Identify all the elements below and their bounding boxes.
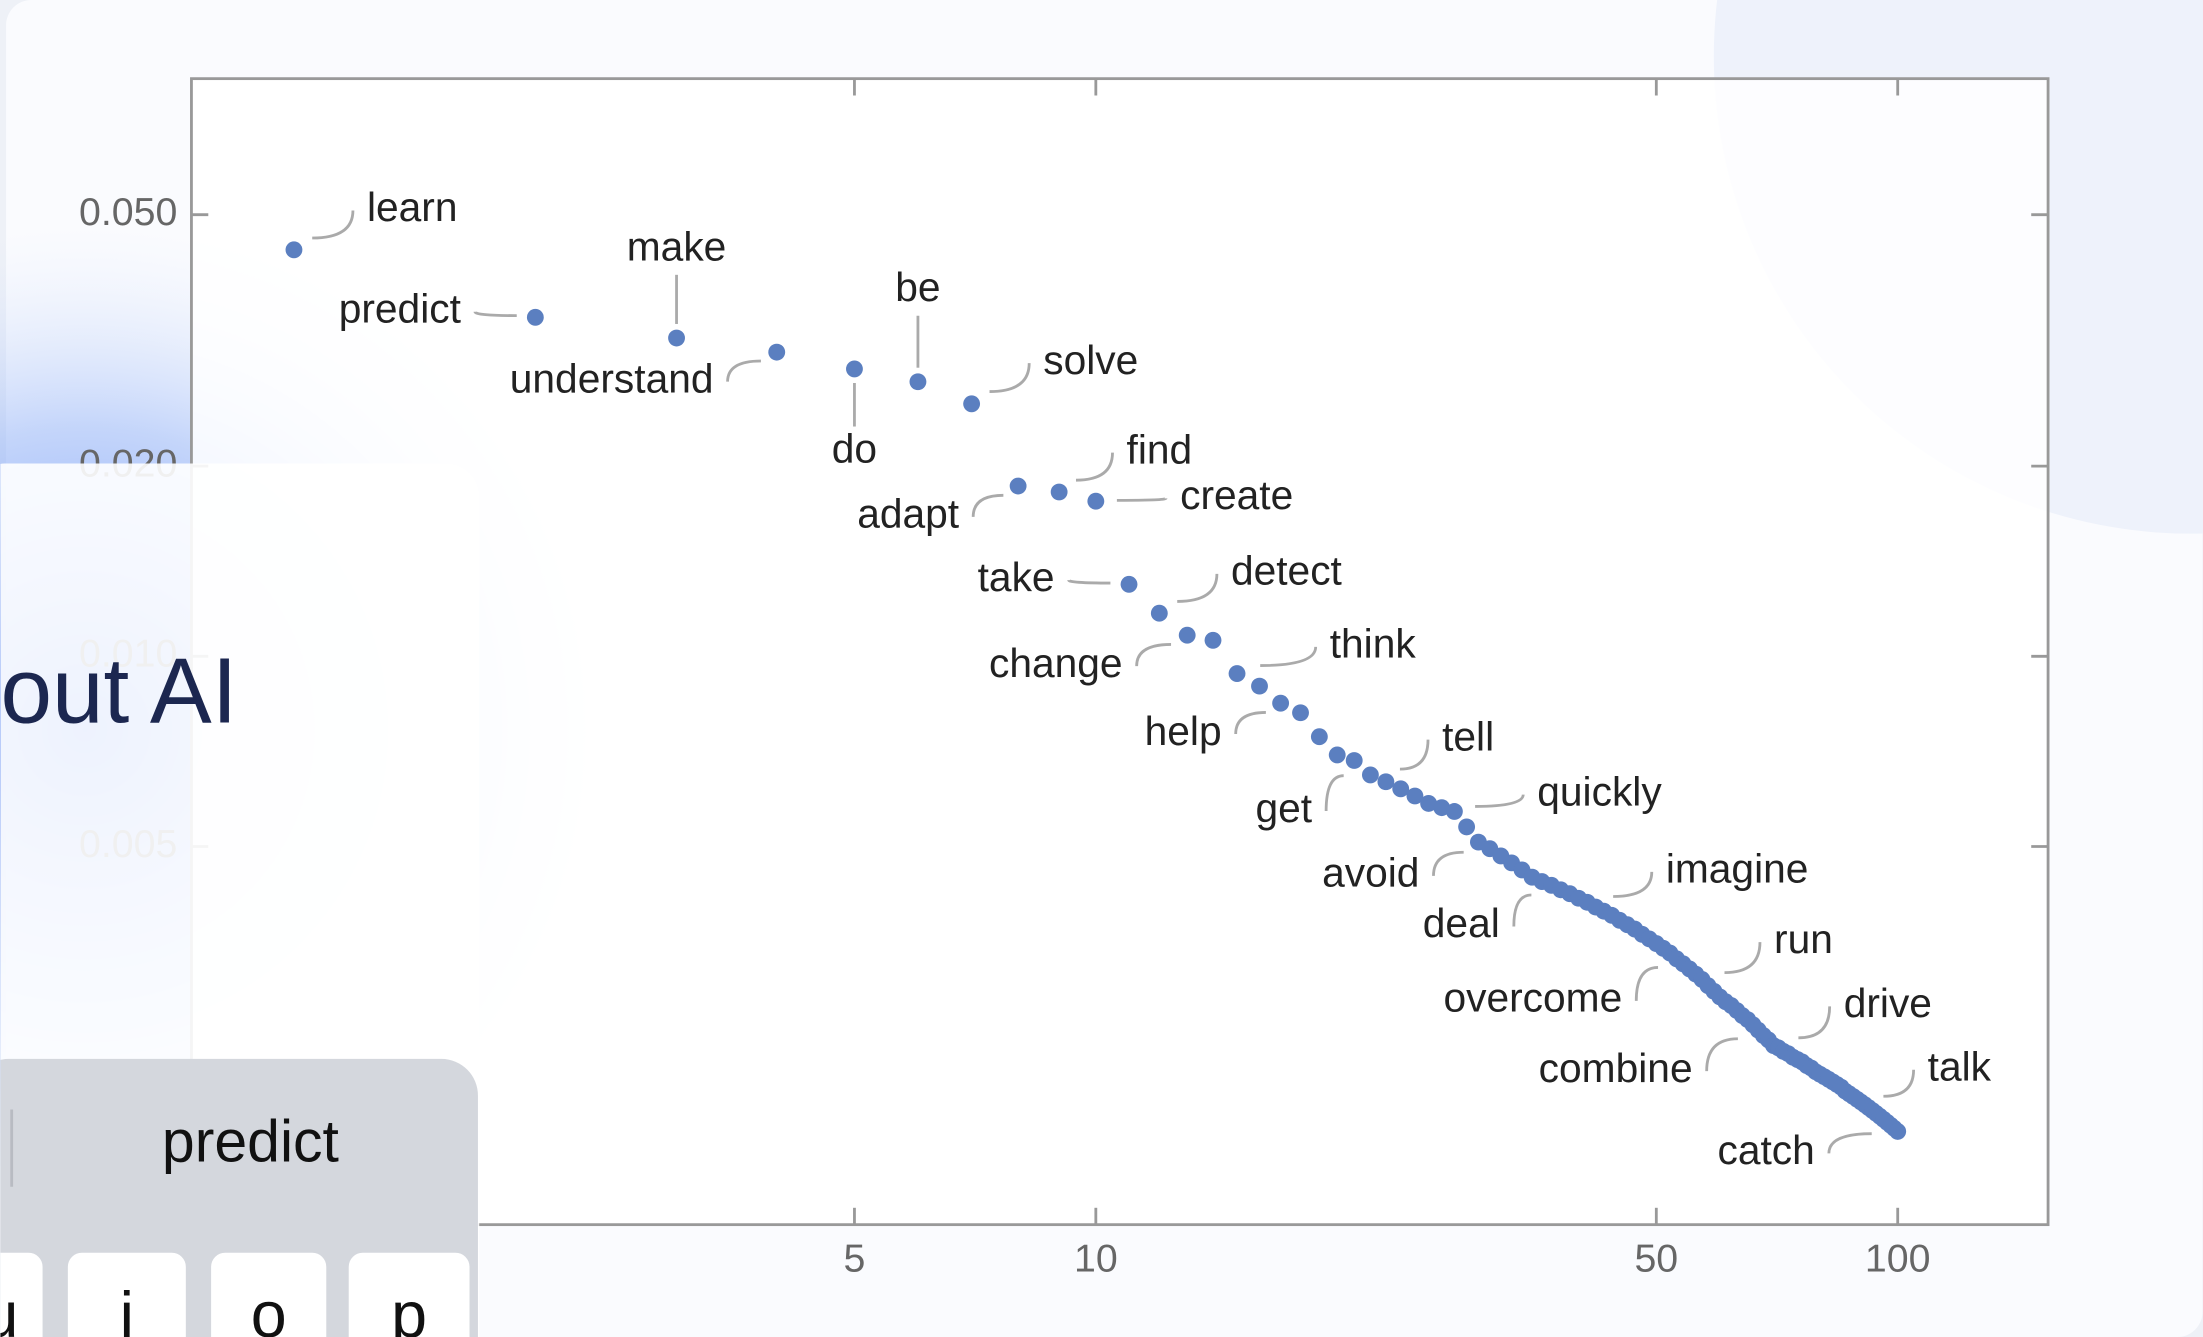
point bbox=[768, 344, 785, 361]
point-label: predict bbox=[339, 285, 462, 331]
point-label: imagine bbox=[1666, 846, 1809, 892]
key-label: p bbox=[391, 1279, 427, 1337]
point-label: solve bbox=[1043, 337, 1138, 383]
point bbox=[286, 241, 303, 258]
point-label: think bbox=[1330, 621, 1417, 667]
point-label: get bbox=[1255, 785, 1312, 831]
point bbox=[1346, 752, 1363, 769]
point bbox=[1329, 747, 1346, 764]
point bbox=[1205, 632, 1222, 649]
point-label: do bbox=[832, 426, 877, 472]
point-label: detect bbox=[1231, 548, 1343, 594]
point bbox=[1151, 605, 1168, 622]
point bbox=[1010, 478, 1027, 495]
point-label: change bbox=[989, 640, 1123, 686]
point bbox=[1251, 678, 1268, 695]
point bbox=[1446, 803, 1463, 820]
x-tick-label: 5 bbox=[844, 1237, 866, 1281]
point bbox=[1121, 576, 1138, 593]
point-label: avoid bbox=[1322, 850, 1419, 896]
point-label: learn bbox=[367, 184, 458, 230]
point-label: combine bbox=[1539, 1045, 1693, 1091]
y-tick-label: 0.050 bbox=[79, 190, 177, 234]
point bbox=[1311, 728, 1328, 745]
point bbox=[910, 373, 927, 390]
suggestion[interactable]: predict bbox=[162, 1110, 339, 1175]
point bbox=[668, 330, 685, 347]
point bbox=[1362, 766, 1379, 783]
point-label: be bbox=[895, 264, 940, 310]
page: 0.0050.0100.0200.05051050100learnpredict… bbox=[0, 0, 2203, 1337]
point-label: talk bbox=[1928, 1043, 1992, 1089]
app-card: out AI predict u i o p bbox=[0, 463, 479, 1337]
key-label: o bbox=[251, 1279, 287, 1337]
x-tick-label: 50 bbox=[1634, 1237, 1678, 1281]
point-label: catch bbox=[1718, 1127, 1815, 1173]
key-label: i bbox=[120, 1279, 134, 1337]
screenshot: 0.0050.0100.0200.05051050100learnpredict… bbox=[0, 0, 2203, 1337]
point-label: take bbox=[978, 554, 1055, 600]
point bbox=[1889, 1123, 1906, 1140]
point bbox=[1272, 695, 1289, 712]
point-label: quickly bbox=[1537, 768, 1662, 814]
point bbox=[1458, 818, 1475, 835]
point-label: create bbox=[1180, 472, 1293, 518]
point-label: tell bbox=[1442, 713, 1494, 759]
point bbox=[1087, 493, 1104, 510]
point bbox=[1051, 484, 1068, 501]
point-label: run bbox=[1774, 916, 1833, 962]
point-label: help bbox=[1145, 708, 1222, 754]
point bbox=[846, 361, 863, 378]
point-label: find bbox=[1127, 426, 1193, 472]
x-tick-label: 100 bbox=[1865, 1237, 1931, 1281]
card-heading: out AI bbox=[0, 638, 237, 742]
x-tick-label: 10 bbox=[1074, 1237, 1118, 1281]
point bbox=[527, 309, 544, 326]
point-label: understand bbox=[510, 355, 714, 401]
point-label: overcome bbox=[1443, 975, 1622, 1021]
point bbox=[1179, 627, 1196, 644]
point bbox=[963, 395, 980, 412]
point-label: deal bbox=[1423, 900, 1500, 946]
key-label: u bbox=[0, 1279, 18, 1337]
point-label: make bbox=[627, 223, 727, 269]
point-label: drive bbox=[1844, 980, 1932, 1026]
point bbox=[1377, 773, 1394, 790]
point bbox=[1292, 704, 1309, 721]
point bbox=[1229, 665, 1246, 682]
point-label: adapt bbox=[857, 491, 960, 537]
